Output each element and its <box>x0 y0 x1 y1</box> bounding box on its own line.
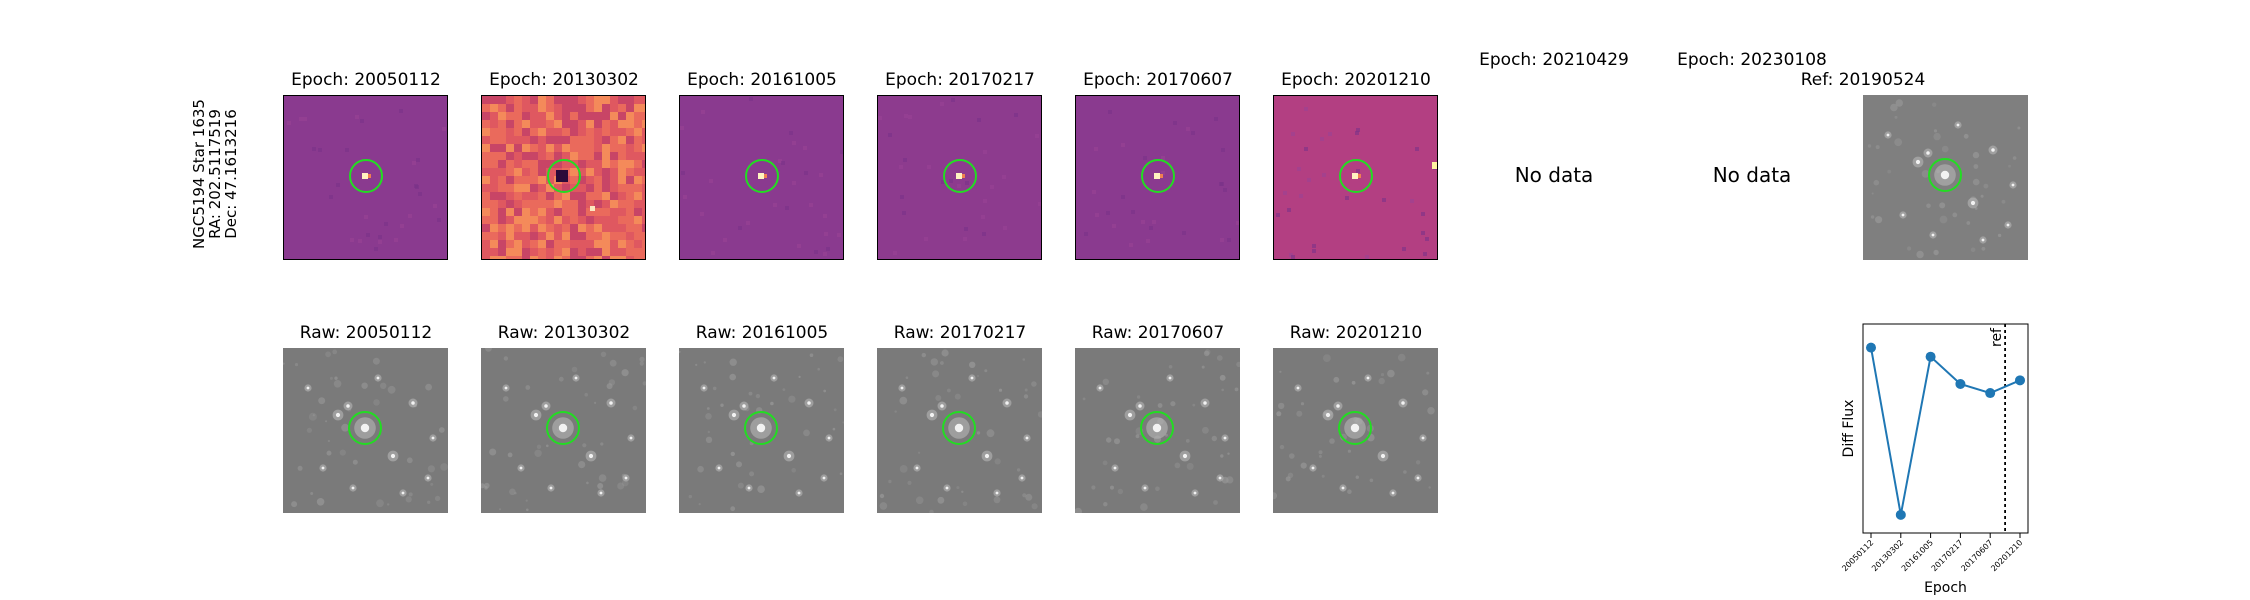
target-circle-icon <box>744 411 778 445</box>
epoch-title-2: Epoch: 20130302 <box>489 70 639 90</box>
raw-title-5: Raw: 20170607 <box>1091 323 1225 343</box>
epoch-title-3: Epoch: 20161005 <box>687 70 837 90</box>
reference-image <box>1863 95 2028 260</box>
no-data-label-8: No data <box>1712 163 1792 187</box>
target-circle-icon <box>943 159 977 193</box>
raw-title-1: Raw: 20050112 <box>299 323 433 343</box>
raw-image-6 <box>1273 348 1438 513</box>
epoch-image-2 <box>481 95 646 260</box>
target-circle-icon <box>349 159 383 193</box>
epoch-image-5 <box>1075 95 1240 260</box>
ref-title: Ref: 20190524 <box>1800 70 1926 90</box>
target-circle-icon <box>745 159 779 193</box>
raw-title-6: Raw: 20201210 <box>1289 323 1423 343</box>
target-circle-icon <box>1141 159 1175 193</box>
target-circle-icon <box>1339 159 1373 193</box>
epoch-title-4: Epoch: 20170217 <box>885 70 1035 90</box>
epoch-image-3 <box>679 95 844 260</box>
data-point <box>1895 509 1906 520</box>
target-circle-icon <box>348 411 382 445</box>
target-circle-icon <box>1928 158 1962 192</box>
series-line <box>1870 347 2021 515</box>
epoch-image-1 <box>283 95 448 260</box>
data-point <box>1866 342 1876 353</box>
y-axis-label: Diff Flux <box>1841 400 1857 458</box>
raw-image-4 <box>877 348 1042 513</box>
raw-image-3 <box>679 348 844 513</box>
x-axis-label: Epoch <box>1924 580 1967 596</box>
raw-title-3: Raw: 20161005 <box>695 323 829 343</box>
epoch-image-4 <box>877 95 1042 260</box>
target-circle-icon <box>547 159 581 193</box>
data-point <box>2015 375 2025 386</box>
target-circle-icon <box>942 411 976 445</box>
data-point <box>1925 351 1936 362</box>
raw-image-2 <box>481 348 646 513</box>
no-data-label-7: No data <box>1514 163 1594 187</box>
epoch-title-1: Epoch: 20050112 <box>291 70 441 90</box>
epoch-title-8: Epoch: 20230108 <box>1677 50 1827 70</box>
reference-line-label: ref <box>1989 327 2005 347</box>
target-circle-icon <box>1140 411 1174 445</box>
raw-title-4: Raw: 20170217 <box>893 323 1027 343</box>
x-tick-label: 20201210 <box>1989 538 2024 573</box>
raw-title-2: Raw: 20130302 <box>497 323 631 343</box>
target-circle-icon <box>1338 411 1372 445</box>
raw-image-1 <box>283 348 448 513</box>
epoch-image-6 <box>1273 95 1438 260</box>
target-circle-icon <box>546 411 580 445</box>
light-curve-frame <box>1862 323 2029 534</box>
data-point <box>1985 388 1996 399</box>
epoch-title-7: Epoch: 20210429 <box>1479 50 1629 70</box>
raw-image-5 <box>1075 348 1240 513</box>
epoch-title-6: Epoch: 20201210 <box>1281 70 1431 90</box>
epoch-title-5: Epoch: 20170607 <box>1083 70 1233 90</box>
data-point <box>1955 378 1966 389</box>
